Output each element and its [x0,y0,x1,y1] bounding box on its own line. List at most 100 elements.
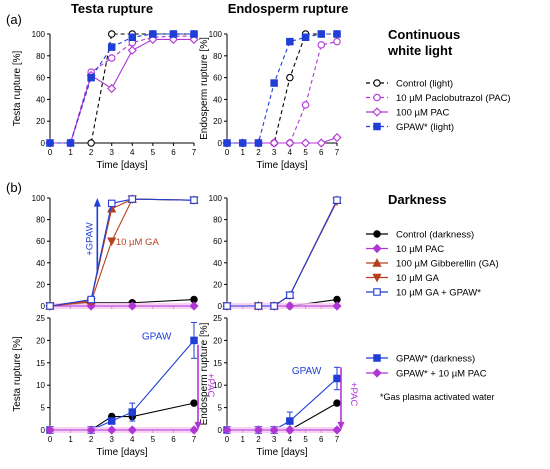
data-point [149,30,157,38]
ga-label: 10 µM GA [116,237,160,248]
data-point [286,73,294,82]
x-tick-label: 4 [130,148,135,157]
data-point [269,425,279,435]
data-point [286,291,294,299]
data-point [286,37,294,46]
data-point [317,41,326,49]
x-tick-label: 6 [319,148,324,157]
data-point [107,199,116,208]
y-tick-label: 100 [32,30,46,39]
y-tick-label: 15 [36,359,45,368]
y-tick-label: 60 [36,237,45,246]
x-tick-label: 7 [335,148,340,157]
x-axis-label: Time [days] [96,447,148,458]
y-tick-label: 40 [213,259,222,268]
series-line [49,198,195,307]
legend-marker [373,93,381,102]
legend-label: 10 µM PAC [396,244,444,255]
legend-marker [372,258,382,267]
data-point [46,139,54,147]
annotations-layer: +GPAW 10 µM GA GPAW +PAC GPAW +PAC [84,198,359,430]
x-tick-label: 6 [319,435,324,444]
y-tick-label: 20 [213,280,222,289]
legend-marker [373,79,381,87]
y-axis-label: Endosperm rupture [%] [199,37,210,140]
data-point [223,139,231,147]
y-tick-label: 25 [36,314,45,323]
series [45,195,199,311]
data-point [189,301,199,311]
legend-b2: GPAW* (darkness) GPAW* + 10 µM PAC [366,354,487,380]
y-tick-label: 0 [218,139,223,148]
data-point [128,33,137,42]
data-point [87,295,95,304]
series [46,30,198,147]
x-tick-label: 5 [151,148,156,157]
data-point [127,45,137,55]
y-tick-label: 60 [213,74,222,83]
data-point [254,139,263,147]
data-point [66,139,75,147]
y-tick-label: 0 [41,139,46,148]
series [46,32,198,147]
data-point [169,30,178,38]
data-point [107,43,116,51]
data-point [316,138,326,148]
cond-a-line1: Continuous [388,27,460,42]
data-point [87,139,95,147]
y-tick-label: 0 [41,426,46,435]
series [223,37,341,147]
series-line [49,198,195,307]
data-point [107,83,117,94]
y-tick-label: 80 [36,52,45,61]
data-point [333,30,341,38]
data-point [107,417,116,425]
series [45,425,199,435]
legend-marker [373,122,381,131]
data-point [333,374,341,383]
x-axis-label: Time [days] [96,160,148,171]
data-point [86,425,96,435]
y-tick-label: 5 [41,404,46,413]
data-point [107,30,116,38]
legend-marker [373,354,381,362]
data-point [190,399,198,407]
data-point [333,37,341,46]
col-title-testa: Testa rupture [71,1,153,16]
series-line [227,200,338,307]
col-title-endosperm: Endosperm rupture [228,1,349,16]
series-line [50,33,194,144]
data-point [285,301,295,311]
pac-arrow-head-endo [337,421,345,430]
data-point [189,425,199,435]
y-tick-label: 5 [218,404,223,413]
y-axis-label: Testa rupture [%] [12,336,23,412]
footnote: *Gas plasma activated water [380,392,495,402]
panel-b-label: (b) [6,180,22,195]
legend-label: GPAW* (light) [396,122,454,133]
series-line [50,38,194,144]
series-line [227,41,338,144]
data-point [301,33,310,42]
series-line [50,33,194,144]
chart-b_endo_bot: 0 5 10 15 20 25 0 1 2 3 4 5 6 7 Time [days] Endosperm r… [199,314,342,458]
data-point [190,196,198,204]
y-tick-label: 10 [36,381,45,390]
data-point [270,79,278,87]
x-tick-label: 3 [272,148,277,157]
legend-b1: Control (darkness) 10 µM PAC 100 µM Gibber… [366,230,499,299]
data-point [285,425,295,435]
x-tick-label: 5 [303,435,308,444]
data-point [128,195,137,203]
data-point [127,425,137,435]
x-axis-label: Time [days] [256,160,308,171]
data-point [223,302,231,310]
legend-label: 10 µM Paclobutrazol (PAC) [396,93,511,104]
series-line [227,199,338,307]
y-tick-label: 10 [213,381,222,390]
series [46,195,198,310]
cond-a-line2: white light [387,43,453,58]
data-point [332,425,342,435]
